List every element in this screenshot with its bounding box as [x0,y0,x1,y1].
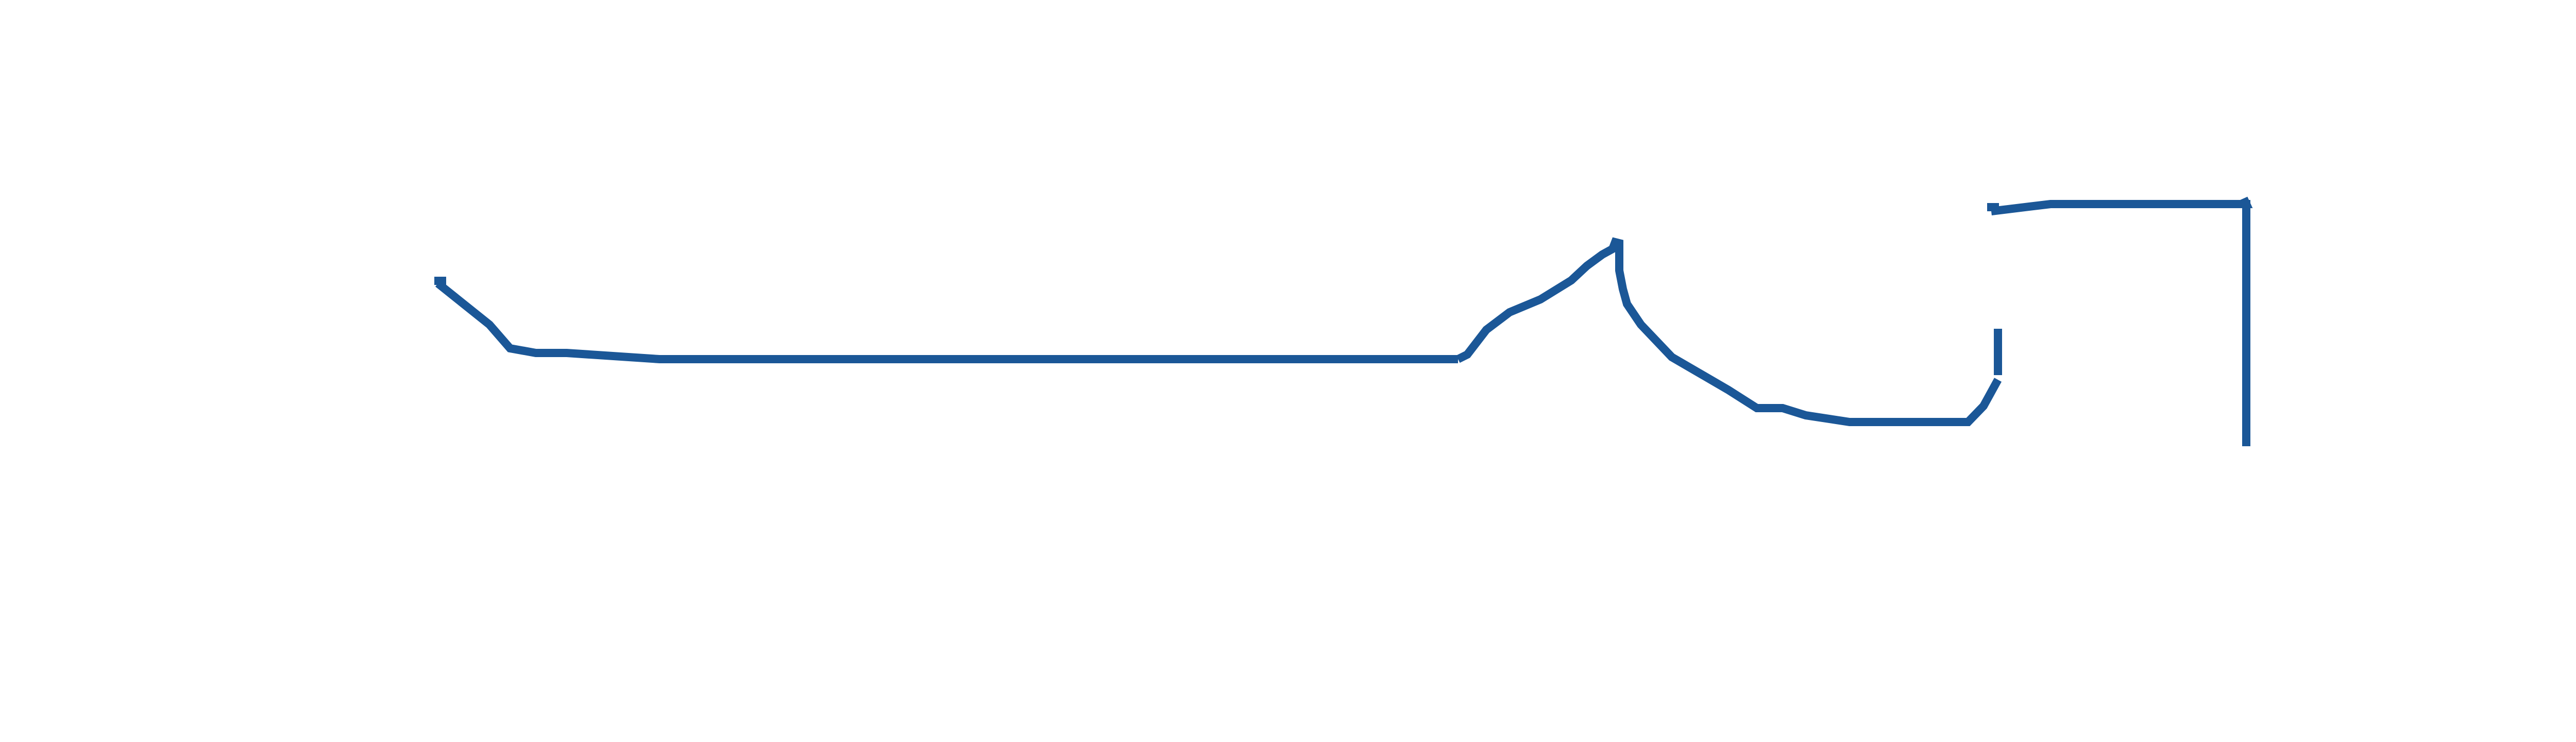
outline-left-profile [435,280,1458,363]
outline-center-peak [1456,237,2002,426]
